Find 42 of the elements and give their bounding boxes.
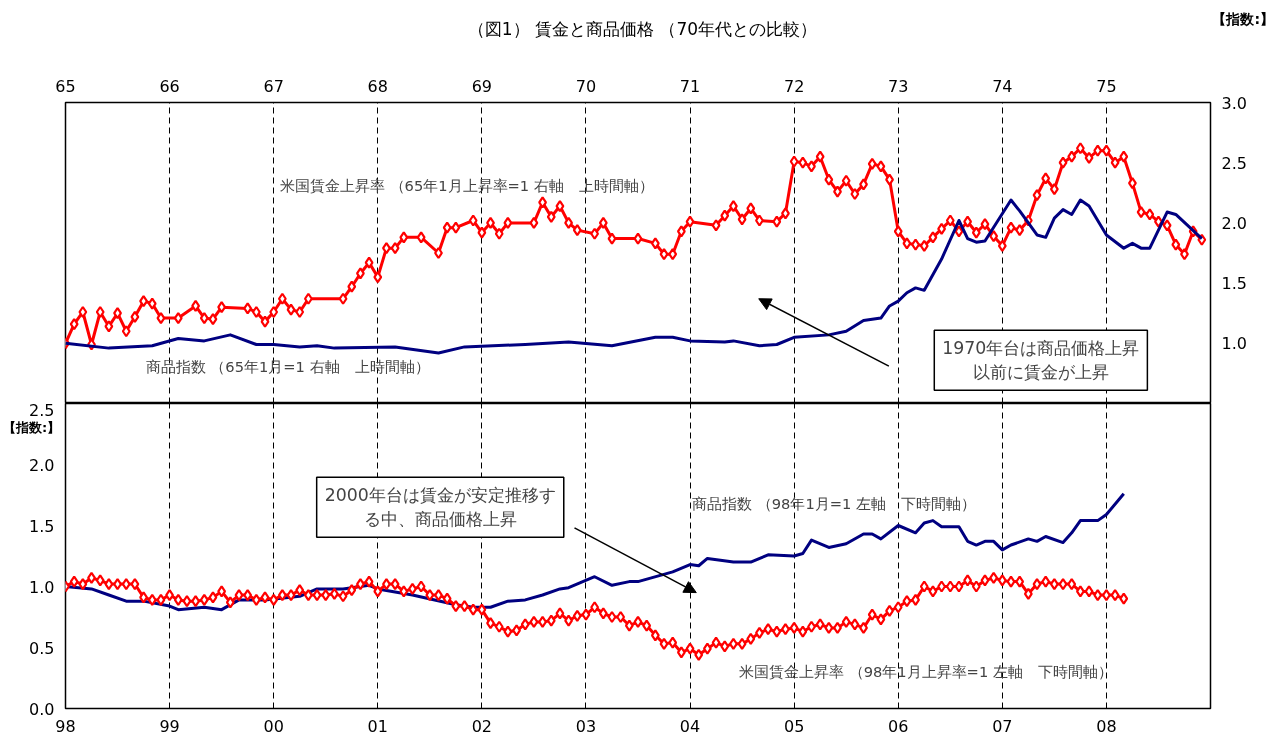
x-tick-label: 70 — [575, 76, 597, 96]
series-label: 米国賃金上昇率 （98年1月上昇率=1 左軸 下時間軸） — [738, 663, 1113, 681]
x-tick-label: 03 — [575, 716, 597, 736]
x-tick-label: 04 — [679, 716, 701, 736]
x-tick-label: 65 — [55, 76, 76, 96]
x-tick-label: 69 — [471, 76, 493, 96]
y-tick-label: 1.5 — [1221, 274, 1247, 294]
x-tick-label: 73 — [888, 76, 909, 96]
y-tick-label: 0.5 — [29, 638, 55, 658]
x-tick-label: 74 — [992, 76, 1013, 96]
x-tick-label: 68 — [367, 76, 388, 96]
x-tick-label: 01 — [367, 716, 388, 736]
chart-title: （図1） 賃金と商品価格 （70年代との比較） — [467, 19, 818, 39]
x-tick-label: 07 — [992, 716, 1013, 736]
series-label: 商品指数 （98年1月=1 左軸 下時間軸） — [692, 495, 977, 513]
y-tick-label: 0.0 — [29, 699, 55, 719]
y-tick-label: 3.0 — [1221, 93, 1247, 113]
x-tick-label: 05 — [783, 716, 805, 736]
x-tick-label: 06 — [888, 716, 909, 736]
text: 米国賃金上昇率 （65年1月上昇率=1 右軸 上時間軸） — [279, 177, 654, 195]
y-tick-label: 2.0 — [1221, 213, 1247, 233]
y-tick-label: 2.5 — [29, 400, 55, 420]
x-tick-label: 98 — [55, 716, 76, 736]
annotation: 1970年台は商品価格上昇以前に賃金が上昇 — [942, 338, 1140, 383]
y-tick-label: 1.0 — [29, 577, 55, 597]
y-axis-title: 【指数:】 — [1212, 10, 1274, 29]
series-label: 商品指数 （65年1月=1 右軸 上時間軸） — [145, 357, 430, 375]
y-tick-label: 1.5 — [29, 516, 55, 536]
x-tick-label: 99 — [159, 716, 180, 736]
y-axis-title: 【指数:】 — [3, 419, 61, 437]
x-tick-label: 67 — [263, 76, 284, 96]
x-tick-label: 72 — [783, 76, 805, 96]
x-tick-label: 08 — [1096, 716, 1117, 736]
x-tick-label: 75 — [1096, 76, 1117, 96]
y-tick-label: 1.0 — [1221, 334, 1247, 354]
annotation: 2000年台は賃金が安定推移する中、商品価格上昇 — [324, 485, 556, 530]
x-tick-label: 66 — [159, 76, 180, 96]
x-tick-label: 71 — [679, 76, 701, 96]
x-tick-label: 00 — [263, 716, 284, 736]
y-tick-label: 2.0 — [29, 455, 55, 475]
y-tick-label: 2.5 — [1221, 153, 1247, 173]
x-tick-label: 02 — [471, 716, 493, 736]
